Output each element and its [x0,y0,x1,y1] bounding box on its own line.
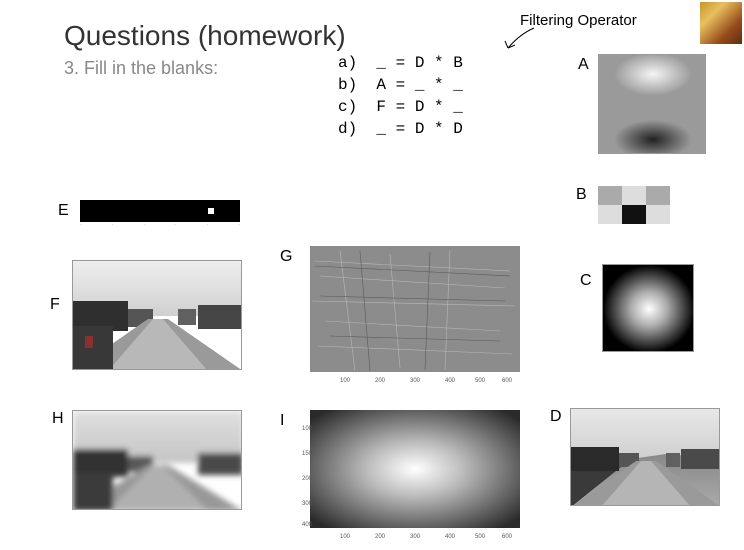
svg-text:600: 600 [502,378,513,384]
label-I: I [280,412,284,430]
label-A: A [578,56,589,74]
label-D: D [550,408,562,426]
image-D [570,408,720,506]
image-H [72,410,242,510]
page-title: Questions (homework) [64,20,346,52]
svg-text:150: 150 [302,451,313,457]
image-C [602,264,694,352]
equation-b: b) A = _ * _ [338,76,463,94]
image-F [72,260,242,370]
svg-text:400: 400 [445,378,456,384]
equation-c: c) F = D * _ [338,98,463,116]
image-E [80,200,240,222]
label-E: E [58,202,69,220]
svg-text:100: 100 [340,534,351,540]
svg-text:100: 100 [302,426,313,432]
label-C: C [580,272,592,290]
svg-text:200: 200 [302,476,313,482]
image-A [598,54,706,154]
page-subtitle: 3. Fill in the blanks: [64,58,218,79]
corner-thumbnail [700,2,742,44]
svg-text:200: 200 [375,534,386,540]
svg-text:300: 300 [410,378,421,384]
svg-text:500: 500 [475,378,486,384]
svg-text:400: 400 [445,534,456,540]
svg-text:600: 600 [502,534,513,540]
arrow-icon [500,26,540,56]
label-F: F [50,296,60,314]
label-G: G [280,248,292,266]
image-G: 100 200 300 400 500 600 [300,246,520,386]
equation-d: d) _ = D * D [338,120,463,138]
label-H: H [52,410,64,428]
svg-text:500: 500 [475,534,486,540]
equation-a: a) _ = D * B [338,54,463,72]
svg-text:400: 400 [302,522,313,528]
svg-text:200: 200 [375,378,386,384]
image-I: 100 200 300 400 500 600 100 150 200 300 … [300,410,520,540]
svg-text:300: 300 [302,501,313,507]
image-B [598,186,670,224]
image-E-ticks: ······ [80,222,240,230]
label-B: B [576,186,587,204]
svg-text:100: 100 [340,378,351,384]
svg-text:300: 300 [410,534,421,540]
